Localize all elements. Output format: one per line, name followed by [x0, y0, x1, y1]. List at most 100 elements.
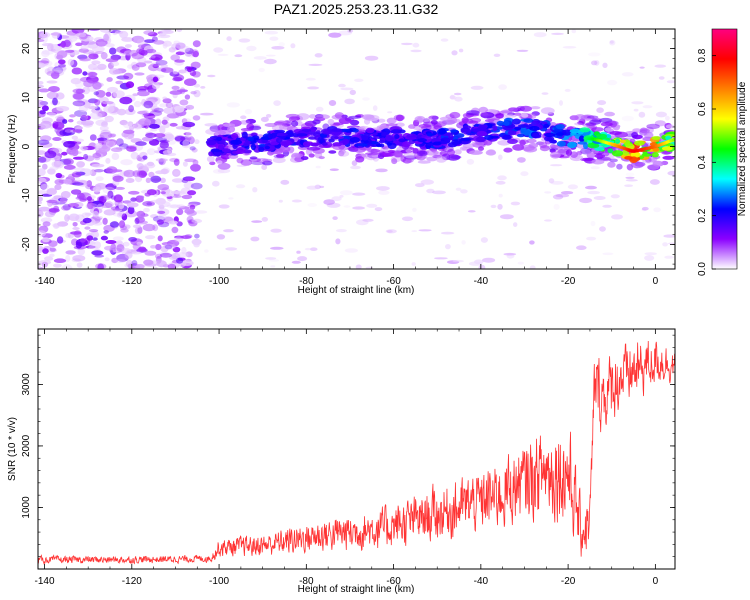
heatmap-cell — [235, 149, 245, 154]
heatmap-cell — [115, 259, 126, 263]
heatmap-cell — [655, 111, 668, 118]
heatmap-cell — [46, 80, 58, 84]
heatmap-cell — [361, 134, 369, 141]
heatmap-cell — [40, 183, 49, 190]
heatmap-cell — [95, 176, 104, 182]
heatmap-cell — [176, 204, 186, 209]
snr-x-tick-label: -60 — [386, 576, 401, 587]
heatmap-cell — [46, 199, 58, 204]
snr-y-axis-label: SNR (10 * v/v) — [7, 417, 18, 481]
heatmap-cell — [278, 42, 285, 47]
heatmap-cell — [296, 133, 308, 137]
heatmap-cell — [131, 52, 145, 60]
heatmap-cell — [46, 187, 57, 196]
heatmap-cell — [167, 263, 177, 269]
heatmap-cell — [520, 171, 529, 177]
heatmap-cell — [71, 171, 82, 178]
heatmap-cell — [565, 149, 573, 157]
heatmap-cell — [631, 131, 638, 139]
heatmap-cell — [207, 74, 216, 78]
heatmap-cell — [240, 115, 247, 120]
heatmap-cell — [93, 91, 100, 96]
heatmap-cell — [79, 58, 91, 62]
heatmap-cell — [602, 62, 608, 68]
heatmap-cell — [87, 41, 99, 49]
heatmap-cell — [209, 161, 216, 166]
heatmap-cell — [458, 48, 464, 53]
heatmap-cell — [304, 247, 311, 251]
heatmap-cell — [308, 114, 317, 119]
heatmap-cell — [315, 165, 321, 169]
heatmap-cell — [596, 133, 607, 139]
heatmap-cell — [318, 156, 325, 160]
heatmap-cell — [163, 132, 174, 140]
heatmap-cell — [123, 122, 135, 129]
heatmap-cell — [135, 141, 147, 146]
heatmap-cell — [144, 250, 157, 256]
spectrogram-x-tick-label: 0 — [653, 276, 659, 287]
heatmap-cell — [41, 43, 54, 47]
heatmap-cell — [387, 111, 393, 114]
heatmap-cell — [497, 175, 507, 181]
heatmap-cell — [150, 214, 159, 219]
heatmap-cell — [227, 125, 236, 133]
heatmap-cell — [376, 186, 390, 191]
snr-x-tick-label: -80 — [299, 576, 314, 587]
heatmap-cell — [138, 246, 147, 252]
heatmap-cell — [63, 164, 76, 170]
heatmap-cell — [395, 122, 405, 127]
heatmap-cell — [447, 142, 458, 148]
heatmap-cell — [516, 49, 529, 52]
heatmap-cell — [243, 142, 249, 147]
snr-x-ticks: -140 -120 -100 -80 -60 -40 -20 0 — [35, 329, 659, 587]
heatmap-cell — [490, 204, 497, 209]
heatmap-cell — [161, 189, 174, 198]
heatmap-cell — [116, 212, 123, 218]
heatmap-cell — [157, 210, 166, 214]
heatmap-cell — [88, 106, 98, 110]
heatmap-cell — [594, 60, 600, 66]
heatmap-cell — [173, 158, 180, 166]
heatmap-cell — [76, 161, 85, 168]
heatmap-cell — [54, 184, 62, 191]
heatmap-cell — [194, 233, 200, 239]
heatmap-cell — [544, 219, 552, 222]
heatmap-cell — [187, 66, 192, 73]
heatmap-cell — [450, 155, 462, 160]
heatmap-cell — [415, 183, 425, 188]
heatmap-cell — [133, 100, 142, 108]
heatmap-cell — [105, 140, 116, 148]
heatmap-cell — [411, 230, 418, 233]
heatmap-cell — [577, 141, 588, 145]
heatmap-cell — [624, 143, 634, 147]
heatmap-cell — [544, 191, 552, 194]
heatmap-cell — [88, 245, 98, 250]
heatmap-cell — [56, 236, 64, 244]
heatmap-cell — [590, 220, 596, 227]
heatmap-cell — [375, 143, 382, 148]
heatmap-cell — [497, 203, 503, 210]
heatmap-cell — [89, 111, 103, 120]
heatmap-cell — [540, 107, 555, 115]
heatmap-cell — [609, 40, 614, 44]
heatmap-cell — [117, 108, 127, 116]
heatmap-cell — [328, 150, 337, 154]
heatmap-cell — [607, 148, 614, 154]
heatmap-cell — [62, 203, 71, 211]
heatmap-cell — [428, 115, 439, 120]
heatmap-cell — [162, 96, 168, 100]
heatmap-cell — [328, 32, 342, 38]
heatmap-cell — [192, 40, 201, 48]
heatmap-cell — [136, 241, 143, 246]
heatmap-cell — [46, 70, 60, 77]
heatmap-cell — [338, 150, 350, 157]
heatmap-cell — [38, 201, 43, 205]
snr-x-tick-label: -40 — [474, 576, 489, 587]
heatmap-cell — [173, 170, 181, 176]
spectrogram-y-tick-label: 20 — [21, 43, 32, 55]
heatmap-cell — [320, 128, 333, 135]
heatmap-cell — [395, 114, 404, 122]
heatmap-cell — [172, 195, 182, 198]
heatmap-cell — [78, 105, 89, 113]
heatmap-cell — [508, 107, 519, 112]
